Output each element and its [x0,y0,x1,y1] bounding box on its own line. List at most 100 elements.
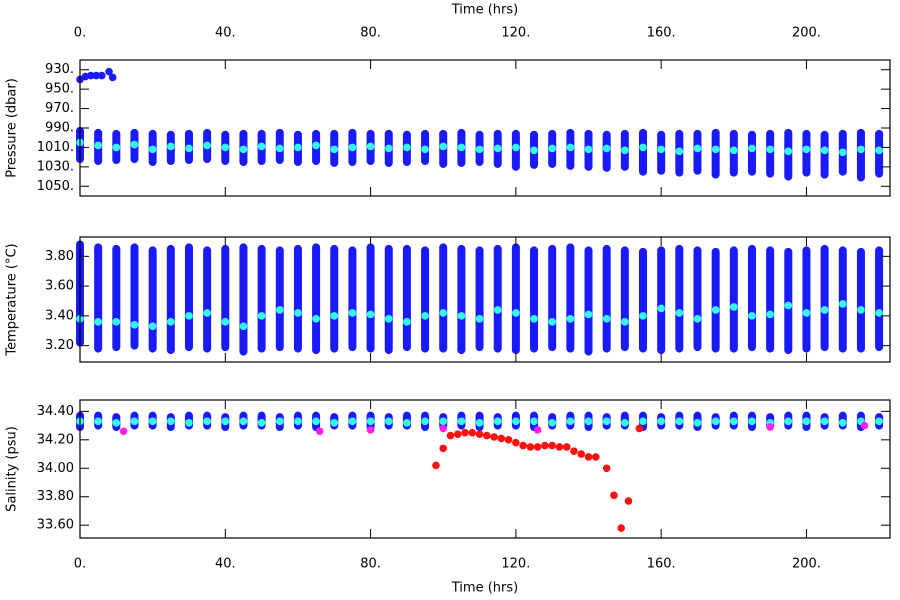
point [766,310,774,319]
point [167,142,175,151]
point [526,443,535,451]
point [457,417,466,426]
x-tick-label: 80. [360,557,381,572]
point [130,320,139,329]
y-tick-label: 930. [45,62,74,77]
range-column [693,129,702,175]
point [621,318,629,326]
point [221,318,230,326]
point [860,421,869,430]
point [203,417,211,426]
point [591,453,600,461]
point [610,491,618,500]
point [257,142,266,151]
point [461,428,469,437]
range-column [112,244,121,352]
y-tick-label: 33.60 [37,518,74,533]
range-column [602,244,611,353]
y-tick-label: 970. [45,101,74,116]
point [602,417,611,426]
y-tick-label: 3.20 [45,338,74,353]
point [185,144,193,153]
point [693,418,702,427]
x-tick-label: 160. [647,557,676,572]
point [555,443,564,451]
point [766,145,774,154]
point [602,464,611,473]
point [820,417,829,426]
point [838,148,847,157]
point [493,144,502,153]
point [566,315,575,323]
point [94,141,102,150]
point [384,417,393,426]
point [330,145,339,154]
range-column [366,243,375,353]
x-tick-label-top: 80. [360,26,381,41]
point [497,434,506,443]
point [468,428,477,437]
point [548,418,556,427]
point [570,447,578,456]
point [483,431,491,440]
point [108,73,117,82]
point [366,142,375,151]
range-column [856,247,865,353]
range-column [203,246,212,353]
point [530,417,538,426]
range-column [820,244,829,352]
point [504,436,513,444]
point [635,424,644,433]
point [711,145,720,154]
point [657,417,665,426]
range-column [729,246,738,353]
point [675,147,684,156]
point [366,417,375,426]
point [421,312,429,320]
point [275,306,284,314]
range-column [421,246,430,353]
point [624,497,633,505]
point [584,417,593,426]
point [512,309,520,317]
point [548,318,556,326]
point [857,145,865,154]
point [639,312,647,320]
range-column [221,244,230,352]
point [167,417,175,426]
range-column [94,243,103,353]
y-axis-title: Salinity (psu) [5,426,20,512]
point [617,524,626,532]
point [639,143,647,152]
point [239,145,248,154]
range-column [275,246,284,352]
point [784,147,793,156]
range-column [330,244,339,353]
point [475,315,484,323]
point [802,145,811,154]
point [730,146,738,155]
point [221,143,230,152]
y-tick-label: 1030. [37,159,74,174]
point [312,417,320,426]
point [421,145,429,154]
point [533,443,542,451]
point [838,418,847,427]
range-column [639,247,648,353]
point [875,417,883,426]
point [439,444,448,453]
range-column [530,246,539,353]
x-tick-label-top: 200. [792,26,821,41]
point [130,417,139,426]
point [621,146,629,155]
range-column [493,244,502,353]
point [203,309,211,317]
range-column [766,246,775,353]
point [330,418,339,427]
point [802,309,811,317]
point [130,140,139,149]
point [330,312,339,320]
point [566,143,575,152]
y-axis-title: Pressure (dbar) [5,78,20,178]
point [490,433,498,441]
